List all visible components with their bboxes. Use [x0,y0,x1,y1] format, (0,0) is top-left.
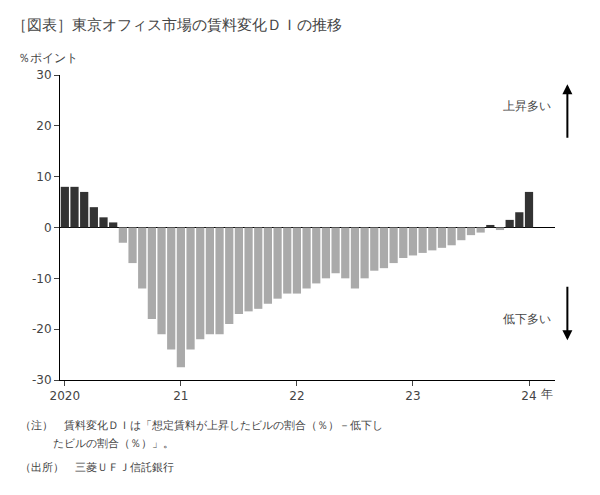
svg-text:（出所） 三菱ＵＦＪ信託銀行: （出所） 三菱ＵＦＪ信託銀行 [20,461,174,474]
svg-text:年: 年 [541,387,553,401]
svg-text:30: 30 [36,68,51,82]
svg-text:-30: -30 [32,373,52,387]
svg-text:％ポイント: ％ポイント [18,51,78,65]
svg-text:-10: -10 [32,272,52,286]
svg-text:21: 21 [173,389,188,403]
svg-text:23: 23 [405,389,420,403]
svg-text:24: 24 [521,389,536,403]
svg-text:20: 20 [36,119,51,133]
svg-text:［図表］東京オフィス市場の賃料変化ＤＩの推移: ［図表］東京オフィス市場の賃料変化ＤＩの推移 [12,16,342,34]
svg-text:2020: 2020 [50,389,81,403]
svg-text:低下多い: 低下多い [503,312,551,326]
svg-text:たビルの割合（％）」。: たビルの割合（％）」。 [20,437,174,450]
svg-text:10: 10 [36,170,51,184]
svg-text:22: 22 [289,389,304,403]
svg-text:（注） 賃料変化ＤＩは「想定賃料が上昇したビルの割合（％）－: （注） 賃料変化ＤＩは「想定賃料が上昇したビルの割合（％）－低下し [20,419,383,432]
svg-text:-20: -20 [32,322,52,336]
svg-text:上昇多い: 上昇多い [503,99,551,113]
svg-text:0: 0 [44,221,52,235]
